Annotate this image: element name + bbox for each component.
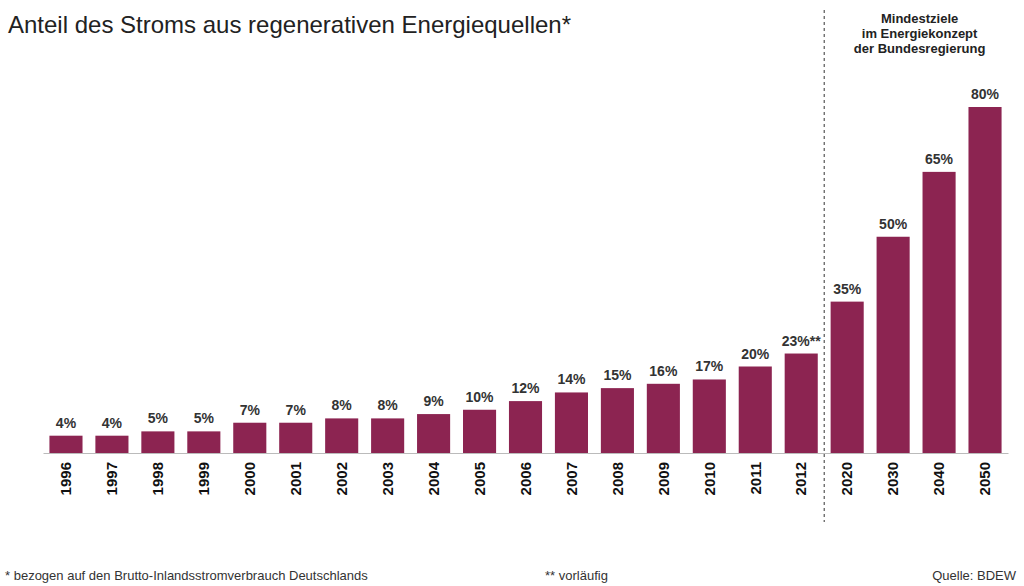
- tick-label: 2009: [655, 462, 672, 495]
- data-label: 9%: [423, 393, 444, 409]
- tick: 2020: [838, 462, 855, 495]
- tick: 1997: [103, 462, 120, 495]
- tick: 2007: [563, 462, 580, 495]
- tick: 2003: [379, 462, 396, 495]
- footnote: ** vorläufig: [545, 568, 608, 583]
- tick-label: 2012: [792, 462, 809, 495]
- tick-label: 2050: [976, 462, 993, 495]
- bar: [923, 172, 956, 453]
- tick-label: 1998: [149, 462, 166, 495]
- data-label: 14%: [557, 371, 586, 387]
- tick: 2001: [287, 462, 304, 495]
- bars: [49, 107, 1001, 453]
- tick: 2004: [425, 461, 442, 495]
- x-axis: 1996 1997 1998 1999 2000 2001 2002 2003 2004 2005…: [44, 454, 1009, 496]
- tick-label: 2008: [609, 462, 626, 495]
- data-label: 12%: [511, 380, 540, 396]
- data-label: 23%**: [782, 333, 821, 349]
- data-label: 8%: [378, 397, 399, 413]
- data-label: 8%: [332, 397, 353, 413]
- tick-label: 2040: [930, 462, 947, 495]
- tick-label: 2001: [287, 462, 304, 495]
- data-label: 35%: [833, 281, 862, 297]
- bar: [647, 384, 680, 453]
- tick-label: 2004: [425, 461, 442, 495]
- title: Anteil des Stroms aus regenerativen Ener…: [8, 11, 571, 38]
- data-label: 50%: [879, 216, 908, 232]
- bar: [601, 388, 634, 453]
- data-label: 80%: [971, 86, 1000, 102]
- tick-label: 2000: [241, 462, 258, 495]
- tick: 1999: [195, 462, 212, 495]
- data-label: 16%: [649, 363, 678, 379]
- tick-label: 2011: [747, 462, 764, 495]
- tick-label: 1997: [103, 462, 120, 495]
- tick: 2009: [655, 462, 672, 495]
- tick: 2010: [701, 462, 718, 495]
- tick-label: 2020: [838, 462, 855, 495]
- data-label: 20%: [741, 346, 770, 362]
- data-label: 5%: [194, 410, 215, 426]
- data-label: 15%: [603, 367, 632, 383]
- data-label: 5%: [148, 410, 169, 426]
- data-label: 17%: [695, 358, 724, 374]
- tick: 2006: [517, 462, 534, 495]
- tick: 2002: [333, 462, 350, 495]
- tick: 1998: [149, 462, 166, 495]
- bar: [95, 436, 128, 453]
- tick-label: 2030: [884, 462, 901, 495]
- tick-label: 2007: [563, 462, 580, 495]
- data-label: 10%: [466, 389, 495, 405]
- tick: 2011: [747, 462, 764, 495]
- data-label: 4%: [102, 415, 123, 431]
- source: Quelle: BDEW: [932, 568, 1017, 583]
- annotation-line: Mindestziele: [881, 11, 958, 26]
- tick: 2040: [930, 462, 947, 495]
- chart: Anteil des Stroms aus regenerativen Ener…: [0, 0, 1024, 586]
- data-labels: 4% 4% 5% 5% 7% 7% 8% 8% 9% 10% 12% 14% 15% 16% 17% 20% 2…: [56, 86, 1000, 431]
- bar: [693, 379, 726, 453]
- tick-label: 2002: [333, 462, 350, 495]
- annotation-line: im Energiekonzept: [862, 26, 978, 41]
- footnote: * bezogen auf den Brutto-Inlandsstromver…: [5, 568, 368, 583]
- bar: [371, 418, 404, 453]
- annotation: Mindestzieleim Energiekonzeptder Bundesr…: [854, 11, 986, 56]
- tick-label: 2006: [517, 462, 534, 495]
- tick-label: 1999: [195, 462, 212, 495]
- axis-line: [44, 453, 1009, 454]
- tick: 2005: [471, 462, 488, 495]
- data-label: 4%: [56, 415, 77, 431]
- bar: [279, 423, 312, 453]
- tick-label: 1996: [57, 462, 74, 495]
- bar: [233, 423, 266, 453]
- bar: [49, 436, 82, 453]
- bar: [417, 414, 450, 453]
- tick-label: 2003: [379, 462, 396, 495]
- tick: 2050: [976, 462, 993, 495]
- bar: [187, 431, 220, 453]
- tick-label: 2010: [701, 462, 718, 495]
- bar: [325, 418, 358, 453]
- bar: [968, 107, 1001, 453]
- bar: [555, 392, 588, 453]
- bar: [831, 302, 864, 453]
- data-label: 65%: [925, 151, 954, 167]
- bar: [739, 367, 772, 454]
- tick: 2000: [241, 462, 258, 495]
- tick: 2030: [884, 462, 901, 495]
- annotation-line: der Bundesregierung: [854, 41, 986, 56]
- tick: 1996: [57, 462, 74, 495]
- separator: [824, 10, 825, 522]
- tick: 2012: [792, 462, 809, 495]
- bar: [141, 431, 174, 453]
- tick-label: 2005: [471, 462, 488, 495]
- bar: [463, 410, 496, 453]
- bar: [509, 401, 542, 453]
- data-label: 7%: [240, 402, 261, 418]
- bar: [785, 354, 818, 453]
- tick: 2008: [609, 462, 626, 495]
- bar: [877, 237, 910, 453]
- data-label: 7%: [286, 402, 307, 418]
